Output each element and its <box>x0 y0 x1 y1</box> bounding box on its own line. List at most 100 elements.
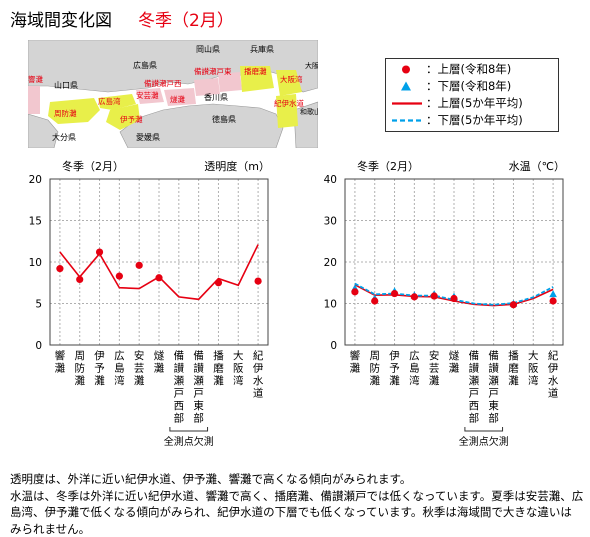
x-tick-label: 安芸灘 <box>429 349 440 387</box>
chart-transparency: 冬季（2月） 透明度（m） 0 5 10 15 20 響灘 周防灘 伊予灘 広島湾 安芸灘 燧灘 備讃瀬戸… <box>0 155 295 465</box>
x-tick-label: 広島湾 <box>409 349 420 387</box>
map-area-akinada <box>136 88 164 104</box>
x-tick-label: 伊予灘 <box>94 350 105 387</box>
map-area-suonada <box>48 98 100 124</box>
x-tick-label: 紀伊水道 <box>253 349 264 400</box>
map-area-bisan-east <box>218 72 242 92</box>
description: 透明度は、外洋に近い紀伊水道、伊予灘、響灘で高くなる傾向がみられます。 水温は、… <box>10 471 584 537</box>
map-label: 響灘 <box>28 74 43 84</box>
chart-season-label: 冬季（2月） <box>357 159 419 173</box>
map-label: 播磨灘 <box>244 66 267 76</box>
map-area-bisan-west <box>194 78 220 96</box>
data-point-upper <box>509 301 518 309</box>
x-tick-label: 大阪湾 <box>233 349 244 387</box>
data-point-upper <box>351 288 359 296</box>
description-transparency: 透明度は、外洋に近い紀伊水道、伊予灘、響灘で高くなる傾向がみられます。 <box>10 472 412 486</box>
map-kyushu <box>28 113 59 148</box>
page-title: 海域間変化図 冬季（2月） <box>10 6 234 31</box>
description-water-temperature: 水温は、冬季は外洋に近い紀伊水道、響灘で高く、播磨灘、備讃瀬戸では低くなっていま… <box>10 488 584 536</box>
x-tick-label: 大阪湾 <box>528 349 539 387</box>
map-label: 伊予灘 <box>120 114 143 124</box>
missing-data-note: 全測点欠測 <box>164 435 214 448</box>
data-point-upper <box>76 275 84 284</box>
map-label: 岡山県 <box>196 44 220 54</box>
map-label: 大分県 <box>52 132 76 142</box>
y-tick-label: 10 <box>324 299 337 311</box>
x-tick-label: 燧灘 <box>449 349 460 375</box>
title-text: 海域間変化図 <box>10 11 112 31</box>
map-area-osakawan <box>276 70 302 96</box>
legend-triangle-marker <box>401 81 411 91</box>
data-point-upper <box>56 265 64 273</box>
legend-item-upper-average: ：上層(5か年平均) <box>386 95 558 112</box>
plot-frame <box>49 178 269 346</box>
y-tick-label: 20 <box>29 174 42 186</box>
chart-title: 透明度（m） <box>204 159 270 173</box>
map-label: 徳島県 <box>212 114 236 124</box>
map-label: 和歌山県 <box>300 107 318 116</box>
y-tick-label: 15 <box>29 216 42 228</box>
plot-frame <box>344 178 564 346</box>
x-tick-label: 周防灘 <box>369 350 380 387</box>
legend-solid-line <box>392 102 422 105</box>
data-point-lower <box>549 290 557 298</box>
data-point-upper <box>214 279 223 287</box>
data-point-upper <box>254 277 262 285</box>
chart-water-temperature-svg: 冬季（2月） 水温（℃）010203040響灘周防灘伊予灘広島湾安芸灘燧灘備讃瀬戸… <box>324 159 565 448</box>
map-area-kiisuido <box>276 94 298 128</box>
x-tick-label: 紀伊水道 <box>548 349 559 400</box>
chart-season-label: 冬季（2月） <box>62 159 124 173</box>
map-label: 燧灘 <box>170 94 185 104</box>
missing-data-bracket <box>169 427 209 432</box>
map-area-hiroshimawan <box>98 94 136 110</box>
x-tick-label: 周防灘 <box>74 350 85 387</box>
x-tick-label: 燧灘 <box>154 349 165 375</box>
y-tick-label: 5 <box>35 299 42 311</box>
x-tick-label: 備讃瀬戸西部 <box>174 349 185 425</box>
map-label: 香川県 <box>204 92 228 102</box>
map-label: 備讃瀬戸西 <box>144 78 182 88</box>
data-point-upper <box>450 294 458 303</box>
map-label: 備讃瀬戸東 <box>194 66 232 76</box>
data-point-upper <box>410 293 418 301</box>
map-label: 広島県 <box>133 60 157 70</box>
chart-transparency-svg: 冬季（2月） 透明度（m）05101520響灘周防灘伊予灘広島湾安芸灘燧灘備讃瀬戸… <box>29 159 270 448</box>
x-tick-label: 備讃瀬戸西部 <box>469 349 480 425</box>
legend: ：上層(令和8年) ：下層(令和8年) ：上層(5か年平均) ：下層(5か年平均… <box>385 58 559 132</box>
x-tick-label: 広島湾 <box>114 349 125 387</box>
data-point-upper <box>95 248 104 256</box>
legend-item-lower-average: ：下層(5か年平均) <box>386 112 558 129</box>
legend-dashed-line <box>392 119 422 122</box>
legend-label: ：上層(令和8年) <box>426 62 512 76</box>
season-label: 冬季（2月） <box>138 11 234 31</box>
x-tick-label: 安芸灘 <box>134 349 145 387</box>
map-area-iyonada <box>106 104 140 130</box>
x-tick-label: 播磨灘 <box>213 349 224 387</box>
y-tick-label: 40 <box>324 174 337 186</box>
x-tick-label: 備讃瀬戸東部 <box>193 349 204 425</box>
legend-dot-marker <box>402 65 410 74</box>
y-tick-label: 0 <box>330 340 337 352</box>
map-label: 大阪府 <box>305 61 318 70</box>
map-label: 広島湾 <box>98 96 121 106</box>
map-label: 大阪湾 <box>280 74 303 84</box>
map-label: 紀伊水道 <box>274 98 304 108</box>
data-point-upper <box>135 261 143 269</box>
map-shikoku <box>119 103 284 148</box>
x-tick-label: 響灘 <box>350 349 361 375</box>
data-point-upper <box>549 297 557 305</box>
x-tick-label: 伊予灘 <box>389 350 400 387</box>
map-label: 周防灘 <box>54 108 77 118</box>
data-point-upper <box>371 297 379 305</box>
map-area-harimanada <box>240 66 274 92</box>
data-point-upper <box>155 274 163 282</box>
chart-water-temperature: 冬季（2月） 水温（℃） 0 10 20 30 40 響灘 周防灘 伊予灘 広島湾 安芸灘 燧灘 備讃瀬戸… <box>295 155 590 465</box>
missing-data-note: 全測点欠測 <box>459 435 509 448</box>
legend-label: ：下層(令和8年) <box>426 79 512 93</box>
map-label: 愛媛県 <box>136 132 160 142</box>
y-tick-label: 10 <box>29 257 42 269</box>
legend-item-lower-current: ：下層(令和8年) <box>386 78 558 95</box>
x-tick-label: 播磨灘 <box>508 349 519 387</box>
legend-label: ：上層(5か年平均) <box>426 96 523 110</box>
x-tick-label: 響灘 <box>55 349 66 375</box>
